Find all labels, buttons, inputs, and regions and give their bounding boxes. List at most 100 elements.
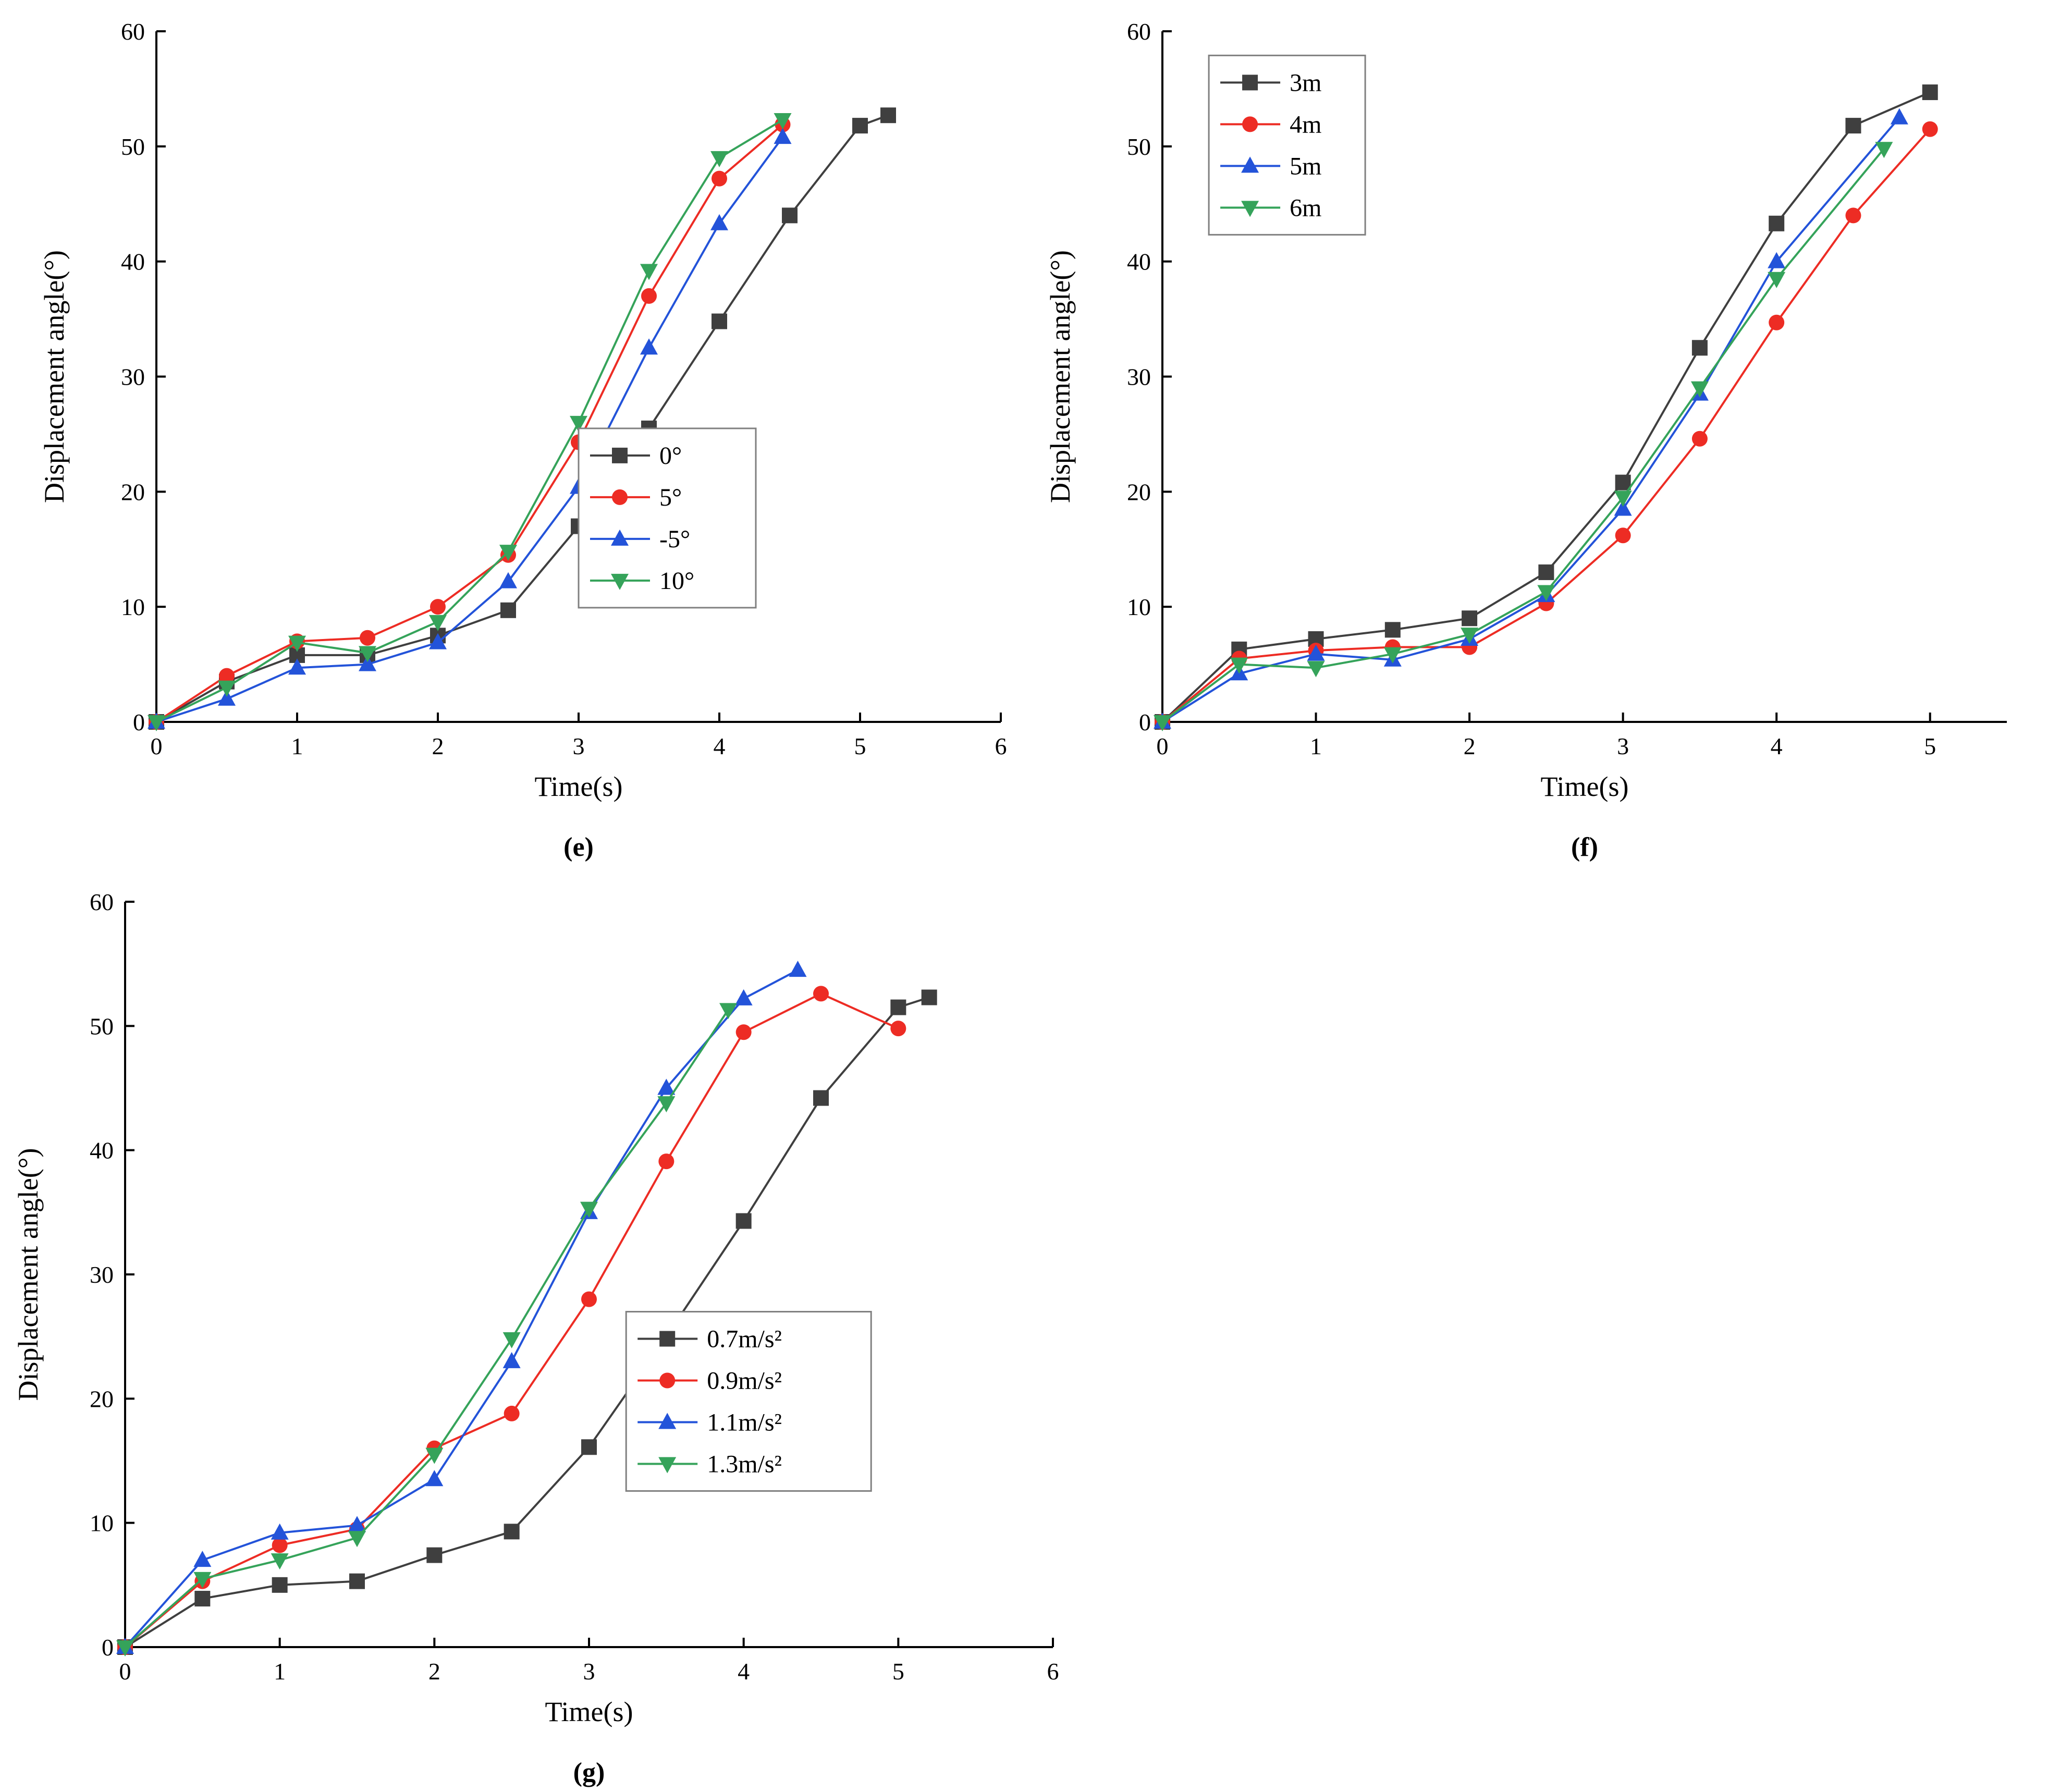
- series-0°: [149, 107, 896, 730]
- x-tick-label: 3: [583, 1658, 595, 1685]
- x-tick-label: 5: [854, 733, 866, 759]
- legend-box: [578, 427, 757, 609]
- chart-figure-e: 0 1 2 3 4 5 6 0 10 20 30 40 50 60 Time(s) Displacement …: [31, 5, 1022, 863]
- y-tick-label: 40: [121, 249, 145, 275]
- y-tick-label: 30: [90, 1261, 114, 1288]
- legend-label: 3m: [1290, 69, 1321, 96]
- legend-box: [1208, 54, 1366, 236]
- y-tick-label: 20: [1127, 478, 1151, 505]
- x-axis-ticks: 0 1 2 3 4 5 6: [151, 713, 1007, 759]
- series-line: [124, 996, 930, 1648]
- legend-item-1.3m/s²: 1.3m/s²: [637, 1451, 782, 1478]
- series-5°: [149, 116, 791, 730]
- chart-g-plot: 0 1 2 3 4 5 60102030405060Time(s)Displacement …: [13, 889, 1059, 1727]
- x-tick-label: 3: [573, 733, 585, 759]
- legend-label: -5°: [659, 525, 690, 553]
- series-line: [155, 124, 783, 723]
- x-tick-label: 2: [1464, 733, 1476, 759]
- series-line: [1161, 148, 1885, 723]
- series-line: [1161, 117, 1900, 723]
- legend-item-5°: 5°: [590, 484, 682, 511]
- chart-e-plot: 0 1 2 3 4 5 60102030405060Time(s)Displacement …: [39, 18, 1007, 802]
- y-tick-label: 50: [1127, 133, 1151, 160]
- y-tick-label: 20: [121, 478, 145, 505]
- legend-item--5°: -5°: [590, 525, 690, 553]
- x-tick-label: 5: [892, 1658, 904, 1685]
- x-axis-label: Time(s): [545, 1696, 633, 1727]
- chart-caption-g: (g): [573, 1758, 605, 1787]
- legend-label: 1.3m/s²: [707, 1451, 782, 1478]
- x-tick-label: 1: [1310, 733, 1322, 759]
- legend-label: 0.7m/s²: [707, 1325, 782, 1353]
- legend-label: 4m: [1290, 111, 1321, 138]
- legend-item-0.7m/s²: 0.7m/s²: [637, 1325, 782, 1353]
- legend-label: 1.1m/s²: [707, 1409, 782, 1437]
- series-6m: [1154, 142, 1893, 731]
- y-axis-label: Displacement angle(°): [13, 1148, 44, 1401]
- legend-label: 10°: [659, 567, 694, 595]
- y-tick-label: 50: [121, 133, 145, 160]
- x-tick-label: 4: [1771, 733, 1783, 759]
- series-line: [156, 114, 889, 723]
- axes: [124, 902, 1053, 1648]
- legend-label: 6m: [1290, 194, 1321, 222]
- y-tick-label: 50: [90, 1013, 114, 1039]
- y-tick-label: 40: [1127, 249, 1151, 275]
- chart-figure-g: 0 1 2 3 4 5 6 0 10 20 30 40 50 60 Time(s) Displacement …: [5, 876, 1095, 1788]
- y-tick-label: 40: [90, 1137, 114, 1164]
- y-tick-label: 0: [133, 709, 145, 735]
- x-tick-label: 1: [291, 733, 303, 759]
- series-3m: [1155, 84, 1938, 730]
- legend-label: 5m: [1290, 152, 1321, 180]
- x-axis-label: Time(s): [1540, 771, 1628, 802]
- legend-item-4m: 4m: [1220, 111, 1321, 138]
- chart-caption-f: (f): [1571, 832, 1598, 862]
- x-axis-ticks: 0 1 2 3 4 5: [1157, 713, 1936, 759]
- y-tick-label: 60: [121, 18, 145, 45]
- x-tick-label: 2: [428, 1658, 440, 1685]
- series-line: [124, 969, 799, 1648]
- legend-item-0.9m/s²: 0.9m/s²: [637, 1367, 782, 1395]
- x-tick-label: 4: [738, 1658, 750, 1685]
- y-axis-ticks: 0 10 20 30 40 50 60: [90, 889, 134, 1661]
- legend: 0° 5° -5° 10°: [578, 427, 757, 609]
- x-tick-label: 6: [1047, 1658, 1059, 1685]
- legend-label: 0.9m/s²: [707, 1367, 782, 1395]
- chart-caption-e: (e): [563, 832, 594, 862]
- series-10°: [148, 113, 792, 731]
- legend-label: 5°: [659, 484, 682, 511]
- series-line: [156, 136, 784, 723]
- series-1.1m/s²: [116, 961, 807, 1654]
- y-axis-label: Displacement angle(°): [1045, 250, 1076, 503]
- legend-item-0°: 0°: [590, 442, 682, 470]
- legend-item-1.1m/s²: 1.1m/s²: [637, 1409, 782, 1437]
- x-tick-label: 5: [1924, 733, 1936, 759]
- x-tick-label: 3: [1617, 733, 1629, 759]
- series--5°: [148, 128, 792, 729]
- y-axis-ticks: 0 10 20 30 40 50 60: [121, 18, 166, 735]
- x-tick-label: 2: [432, 733, 444, 759]
- legend: 0.7m/s² 0.9m/s² 1.1m/s² 1.3m/s²: [625, 1311, 872, 1492]
- x-tick-label: 6: [995, 733, 1007, 759]
- legend-item-5m: 5m: [1220, 152, 1321, 180]
- legend: 3m 4m 5m 6m: [1208, 54, 1366, 236]
- y-axis-ticks: 0 10 20 30 40 50 60: [1127, 18, 1172, 735]
- legend-item-10°: 10°: [590, 567, 694, 595]
- y-tick-label: 30: [121, 364, 145, 390]
- x-axis-ticks: 0 1 2 3 4 5 6: [119, 1638, 1059, 1685]
- series-5m: [1154, 108, 1908, 729]
- series-line: [156, 119, 783, 723]
- y-tick-label: 10: [121, 594, 145, 620]
- axes: [155, 31, 1001, 723]
- y-tick-label: 0: [1139, 709, 1151, 735]
- x-tick-label: 0: [1157, 733, 1169, 759]
- x-tick-label: 1: [274, 1658, 286, 1685]
- x-tick-label: 0: [151, 733, 163, 759]
- y-tick-label: 60: [1127, 18, 1151, 45]
- series-1.3m/s²: [116, 1003, 737, 1656]
- y-tick-label: 30: [1127, 364, 1151, 390]
- x-axis-label: Time(s): [534, 771, 622, 802]
- legend-item-6m: 6m: [1220, 194, 1321, 222]
- y-axis-label: Displacement angle(°): [39, 250, 70, 503]
